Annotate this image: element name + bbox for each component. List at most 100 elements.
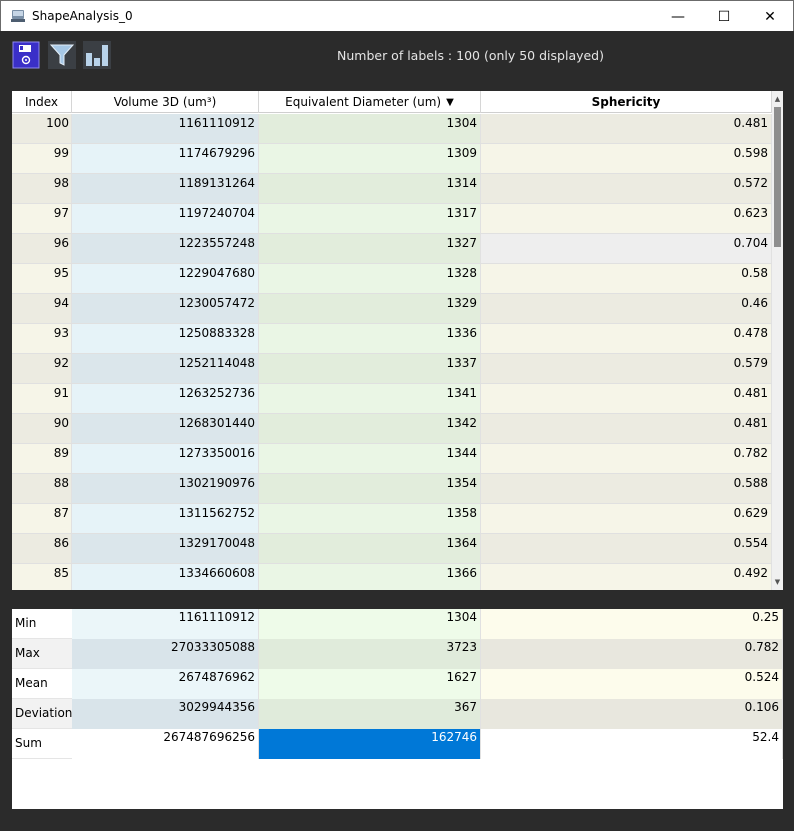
cell-diameter[interactable]: 1366 — [259, 564, 481, 590]
cell-diameter[interactable]: 1317 — [259, 204, 481, 233]
stats-cell-diameter[interactable]: 367 — [259, 699, 481, 729]
table-row[interactable]: 90 1268301440 1342 0.481 — [12, 414, 772, 444]
cell-index[interactable]: 96 — [12, 234, 72, 263]
minimize-button[interactable]: — — [655, 1, 701, 32]
cell-sphericity[interactable]: 0.481 — [481, 414, 772, 443]
table-row[interactable]: 96 1223557248 1327 0.704 — [12, 234, 772, 264]
cell-index[interactable]: 95 — [12, 264, 72, 293]
cell-volume[interactable]: 1174679296 — [72, 144, 259, 173]
cell-sphericity[interactable]: 0.572 — [481, 174, 772, 203]
cell-diameter[interactable]: 1329 — [259, 294, 481, 323]
cell-sphericity[interactable]: 0.554 — [481, 534, 772, 563]
histogram-button[interactable] — [83, 41, 111, 69]
cell-volume[interactable]: 1263252736 — [72, 384, 259, 413]
stats-cell-sphericity[interactable]: 0.25 — [481, 609, 783, 639]
cell-volume[interactable]: 1273350016 — [72, 444, 259, 473]
cell-volume[interactable]: 1197240704 — [72, 204, 259, 233]
cell-volume[interactable]: 1311562752 — [72, 504, 259, 533]
cell-volume[interactable]: 1268301440 — [72, 414, 259, 443]
cell-diameter[interactable]: 1327 — [259, 234, 481, 263]
table-row[interactable]: 94 1230057472 1329 0.46 — [12, 294, 772, 324]
table-row[interactable]: 97 1197240704 1317 0.623 — [12, 204, 772, 234]
cell-volume[interactable]: 1161110912 — [72, 114, 259, 143]
cell-sphericity[interactable]: 0.481 — [481, 114, 772, 143]
cell-index[interactable]: 89 — [12, 444, 72, 473]
column-header-index[interactable]: Index — [12, 91, 72, 113]
table-row[interactable]: 89 1273350016 1344 0.782 — [12, 444, 772, 474]
table-row[interactable]: 95 1229047680 1328 0.58 — [12, 264, 772, 294]
column-header-diameter[interactable]: Equivalent Diameter (um) ▼ — [259, 91, 481, 113]
table-row[interactable]: 98 1189131264 1314 0.572 — [12, 174, 772, 204]
cell-diameter[interactable]: 1342 — [259, 414, 481, 443]
cell-sphericity[interactable]: 0.481 — [481, 384, 772, 413]
cell-index[interactable]: 90 — [12, 414, 72, 443]
table-row[interactable]: 92 1252114048 1337 0.579 — [12, 354, 772, 384]
cell-volume[interactable]: 1329170048 — [72, 534, 259, 563]
cell-diameter[interactable]: 1314 — [259, 174, 481, 203]
cell-diameter[interactable]: 1341 — [259, 384, 481, 413]
save-button[interactable] — [12, 41, 40, 69]
scroll-down-icon[interactable]: ▼ — [774, 578, 781, 586]
cell-volume[interactable]: 1230057472 — [72, 294, 259, 323]
maximize-button[interactable]: ☐ — [701, 1, 747, 32]
stats-cell-volume[interactable]: 2674876962 — [72, 669, 259, 699]
cell-volume[interactable]: 1250883328 — [72, 324, 259, 353]
close-button[interactable]: ✕ — [747, 1, 793, 32]
stats-cell-volume[interactable]: 3029944356 — [72, 699, 259, 729]
stats-cell-diameter[interactable]: 1627 — [259, 669, 481, 699]
vertical-scrollbar[interactable]: ▲ ▼ — [772, 91, 783, 590]
cell-sphericity[interactable]: 0.598 — [481, 144, 772, 173]
stats-cell-sphericity[interactable]: 0.782 — [481, 639, 783, 669]
table-row[interactable]: 100 1161110912 1304 0.481 — [12, 114, 772, 144]
cell-index[interactable]: 97 — [12, 204, 72, 233]
cell-sphericity[interactable]: 0.46 — [481, 294, 772, 323]
stats-cell-sphericity[interactable]: 52.4 — [481, 729, 783, 759]
cell-volume[interactable]: 1252114048 — [72, 354, 259, 383]
cell-index[interactable]: 87 — [12, 504, 72, 533]
cell-index[interactable]: 88 — [12, 474, 72, 503]
cell-index[interactable]: 91 — [12, 384, 72, 413]
table-row[interactable]: 87 1311562752 1358 0.629 — [12, 504, 772, 534]
scroll-thumb[interactable] — [774, 107, 781, 247]
cell-sphericity[interactable]: 0.588 — [481, 474, 772, 503]
cell-index[interactable]: 100 — [12, 114, 72, 143]
filter-button[interactable] — [48, 41, 76, 69]
cell-volume[interactable]: 1334660608 — [72, 564, 259, 590]
labels-table[interactable]: Index Volume 3D (um³) Equivalent Diamete… — [12, 91, 783, 590]
cell-sphericity[interactable]: 0.704 — [481, 234, 772, 263]
cell-index[interactable]: 98 — [12, 174, 72, 203]
table-row[interactable]: 93 1250883328 1336 0.478 — [12, 324, 772, 354]
cell-index[interactable]: 86 — [12, 534, 72, 563]
cell-index[interactable]: 94 — [12, 294, 72, 323]
stats-cell-diameter[interactable]: 3723 — [259, 639, 481, 669]
table-row[interactable]: 99 1174679296 1309 0.598 — [12, 144, 772, 174]
cell-volume[interactable]: 1229047680 — [72, 264, 259, 293]
cell-volume[interactable]: 1223557248 — [72, 234, 259, 263]
cell-diameter[interactable]: 1328 — [259, 264, 481, 293]
cell-diameter[interactable]: 1309 — [259, 144, 481, 173]
cell-index[interactable]: 92 — [12, 354, 72, 383]
stats-cell-volume[interactable]: 27033305088 — [72, 639, 259, 669]
cell-diameter[interactable]: 1336 — [259, 324, 481, 353]
cell-index[interactable]: 99 — [12, 144, 72, 173]
column-header-volume[interactable]: Volume 3D (um³) — [72, 91, 259, 113]
stats-cell-diameter[interactable]: 1304 — [259, 609, 481, 639]
cell-diameter[interactable]: 1354 — [259, 474, 481, 503]
table-row[interactable]: 91 1263252736 1341 0.481 — [12, 384, 772, 414]
table-row[interactable]: 88 1302190976 1354 0.588 — [12, 474, 772, 504]
cell-sphericity[interactable]: 0.623 — [481, 204, 772, 233]
cell-diameter[interactable]: 1358 — [259, 504, 481, 533]
cell-diameter[interactable]: 1364 — [259, 534, 481, 563]
table-row[interactable]: 85 1334660608 1366 0.492 — [12, 564, 772, 590]
scroll-up-icon[interactable]: ▲ — [774, 95, 781, 103]
cell-index[interactable]: 85 — [12, 564, 72, 590]
cell-sphericity[interactable]: 0.492 — [481, 564, 772, 590]
stats-cell-volume[interactable]: 267487696256 — [72, 729, 259, 759]
cell-diameter[interactable]: 1344 — [259, 444, 481, 473]
cell-diameter[interactable]: 1337 — [259, 354, 481, 383]
cell-sphericity[interactable]: 0.58 — [481, 264, 772, 293]
cell-diameter[interactable]: 1304 — [259, 114, 481, 143]
column-header-sphericity[interactable]: Sphericity — [481, 91, 772, 113]
cell-volume[interactable]: 1302190976 — [72, 474, 259, 503]
cell-index[interactable]: 93 — [12, 324, 72, 353]
